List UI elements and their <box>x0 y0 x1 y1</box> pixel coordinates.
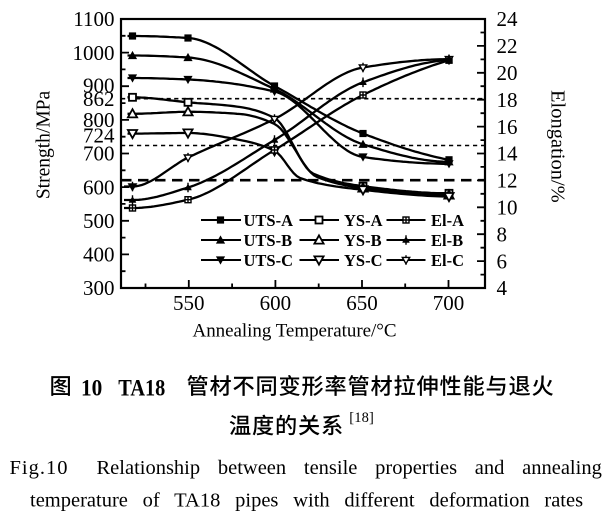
svg-text:Strength/MPa: Strength/MPa <box>33 90 54 199</box>
svg-text:YS-A: YS-A <box>344 211 383 230</box>
svg-text:1100: 1100 <box>73 7 114 31</box>
svg-text:YS-C: YS-C <box>344 251 383 270</box>
svg-text:[18]: [18] <box>349 410 374 426</box>
svg-text:6: 6 <box>497 249 508 273</box>
svg-text:600: 600 <box>260 291 292 315</box>
svg-text:UTS-A: UTS-A <box>244 211 294 230</box>
svg-text:Elongation/%: Elongation/% <box>547 90 569 203</box>
svg-text:UTS-B: UTS-B <box>244 231 293 250</box>
svg-text:600: 600 <box>83 175 115 199</box>
svg-text:400: 400 <box>83 243 115 267</box>
svg-text:10: 10 <box>81 375 102 401</box>
svg-text:700: 700 <box>433 291 465 315</box>
svg-text:10: 10 <box>497 196 518 220</box>
svg-text:Relationship between tensile p: Relationship between tensile properties … <box>97 457 602 479</box>
svg-text:TA18: TA18 <box>118 375 165 401</box>
svg-text:1000: 1000 <box>73 41 115 65</box>
svg-text:YS-B: YS-B <box>344 231 382 250</box>
svg-text:800: 800 <box>83 108 115 132</box>
svg-text:12: 12 <box>497 169 518 193</box>
svg-text:16: 16 <box>497 115 518 139</box>
svg-text:24: 24 <box>497 7 519 31</box>
svg-text:900: 900 <box>83 74 115 98</box>
svg-text:Annealing Temperature/°C: Annealing Temperature/°C <box>193 321 397 342</box>
svg-text:4: 4 <box>497 276 508 300</box>
svg-text:14: 14 <box>497 142 519 166</box>
svg-text:18: 18 <box>497 88 518 112</box>
svg-text:El-A: El-A <box>431 211 464 230</box>
svg-text:550: 550 <box>173 291 205 315</box>
svg-text:El-C: El-C <box>431 251 464 270</box>
svg-text:700: 700 <box>83 142 115 166</box>
svg-text:22: 22 <box>497 34 518 58</box>
svg-text:temperature of TA18 pipes with: temperature of TA18 pipes with different… <box>30 490 583 512</box>
svg-text:8: 8 <box>497 222 508 246</box>
svg-text:862: 862 <box>83 87 115 111</box>
svg-text:El-B: El-B <box>431 231 463 250</box>
svg-text:UTS-C: UTS-C <box>244 251 294 270</box>
svg-text:20: 20 <box>497 61 518 85</box>
svg-text:500: 500 <box>83 209 115 233</box>
svg-text:724: 724 <box>83 123 115 147</box>
svg-text:650: 650 <box>346 291 378 315</box>
svg-text:300: 300 <box>83 276 115 300</box>
svg-text:Fig.10: Fig.10 <box>10 457 68 479</box>
